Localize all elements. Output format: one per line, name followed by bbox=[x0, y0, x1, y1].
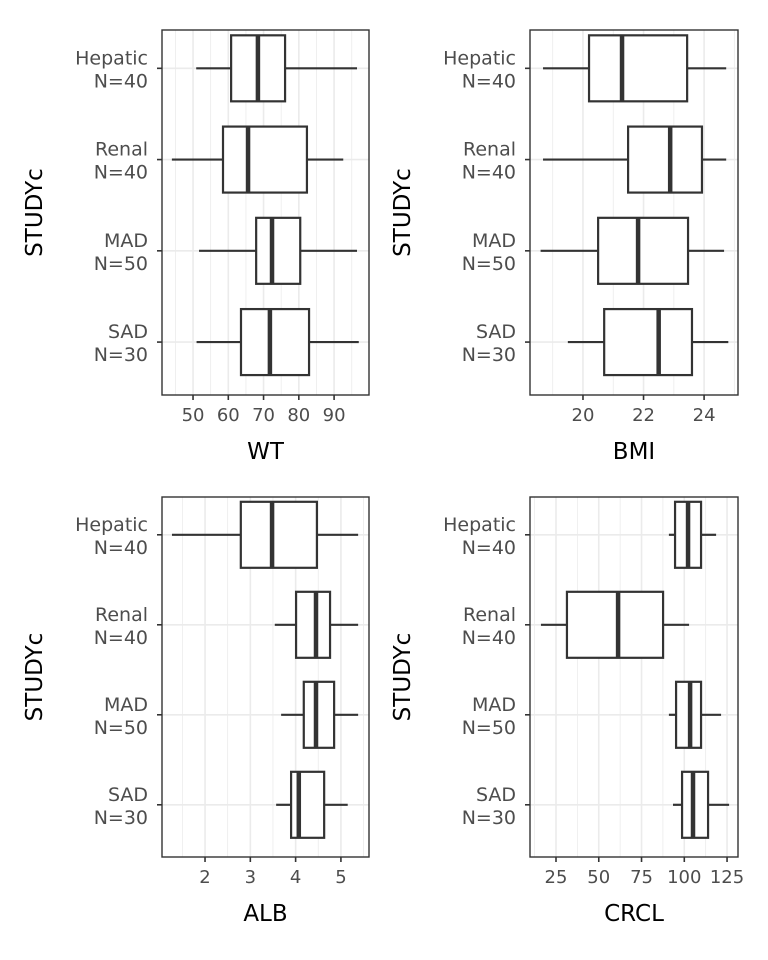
iqr-box bbox=[255, 216, 302, 285]
y-tick-label: Renal bbox=[95, 139, 148, 161]
box-renal bbox=[543, 125, 727, 194]
y-axis-title: STUDYc bbox=[390, 168, 416, 257]
y-tick-label: Renal bbox=[95, 604, 148, 626]
y-tick-label-n: N=40 bbox=[94, 627, 148, 649]
y-tick-label: Hepatic bbox=[443, 47, 516, 69]
y-tick-label-n: N=40 bbox=[462, 627, 516, 649]
iqr-box bbox=[221, 125, 309, 194]
y-tick-label: SAD bbox=[108, 321, 148, 343]
y-tick-label-n: N=30 bbox=[462, 344, 516, 366]
box-sad bbox=[567, 307, 729, 377]
y-axis-title: STUDYc bbox=[22, 168, 48, 257]
y-tick-label-n: N=30 bbox=[94, 344, 148, 366]
y-tick-label: Hepatic bbox=[443, 514, 516, 536]
y-tick-label: SAD bbox=[108, 784, 148, 806]
box-mad bbox=[281, 680, 359, 749]
box-renal bbox=[540, 590, 690, 659]
y-tick-label-n: N=40 bbox=[94, 162, 148, 184]
y-tick-label-n: N=50 bbox=[462, 717, 516, 739]
box-hepatic bbox=[171, 500, 359, 569]
y-tick-label: Hepatic bbox=[75, 514, 148, 536]
y-tick-label-n: N=30 bbox=[94, 807, 148, 829]
y-tick-label-n: N=30 bbox=[462, 807, 516, 829]
iqr-box bbox=[294, 590, 332, 659]
iqr-box bbox=[239, 307, 311, 377]
x-axis-title: BMI bbox=[613, 439, 655, 465]
y-tick-label: MAD bbox=[104, 694, 148, 716]
x-axis-title: ALB bbox=[243, 901, 287, 927]
y-tick-label-n: N=50 bbox=[94, 253, 148, 275]
iqr-box bbox=[587, 34, 689, 103]
box-sad bbox=[196, 307, 359, 377]
x-tick-label: 60 bbox=[217, 405, 240, 426]
y-tick-label: SAD bbox=[476, 321, 516, 343]
y-tick-label-n: N=50 bbox=[94, 717, 148, 739]
iqr-box bbox=[597, 216, 690, 285]
x-tick-label: 70 bbox=[252, 405, 275, 426]
box-sad bbox=[673, 770, 730, 839]
panel-border bbox=[161, 496, 370, 858]
y-tick-label-n: N=50 bbox=[462, 253, 516, 275]
y-tick-label-n: N=40 bbox=[94, 70, 148, 92]
x-tick-label: 50 bbox=[182, 405, 205, 426]
x-tick-label: 3 bbox=[245, 867, 256, 888]
x-tick-label: 90 bbox=[323, 405, 346, 426]
x-tick-label: 25 bbox=[545, 867, 568, 888]
iqr-box bbox=[239, 500, 319, 569]
box-hepatic bbox=[196, 34, 358, 103]
box-mad bbox=[668, 680, 722, 749]
y-axis-title: STUDYc bbox=[390, 633, 416, 722]
x-tick-label: 24 bbox=[693, 405, 716, 426]
x-tick-label: 22 bbox=[632, 405, 655, 426]
x-tick-label: 100 bbox=[667, 867, 701, 888]
x-tick-label: 50 bbox=[587, 867, 610, 888]
x-tick-label: 4 bbox=[290, 867, 301, 888]
iqr-box bbox=[603, 307, 694, 377]
y-tick-label-n: N=40 bbox=[462, 537, 516, 559]
y-tick-label: Hepatic bbox=[75, 47, 148, 69]
x-tick-label: 2 bbox=[199, 867, 210, 888]
x-tick-label: 125 bbox=[710, 867, 744, 888]
y-tick-label-n: N=40 bbox=[462, 162, 516, 184]
x-tick-label: 5 bbox=[335, 867, 346, 888]
x-axis-title: WT bbox=[247, 439, 285, 465]
iqr-box bbox=[302, 680, 336, 749]
panel-border bbox=[529, 496, 739, 858]
x-tick-label: 75 bbox=[630, 867, 653, 888]
y-tick-label: MAD bbox=[472, 694, 516, 716]
x-axis-title: CRCL bbox=[604, 901, 664, 927]
y-tick-label-n: N=40 bbox=[462, 70, 516, 92]
panel-border bbox=[529, 29, 739, 396]
box-hepatic bbox=[668, 500, 717, 569]
iqr-box bbox=[289, 770, 326, 839]
x-tick-label: 80 bbox=[287, 405, 310, 426]
y-tick-label: Renal bbox=[463, 604, 516, 626]
box-mad bbox=[199, 216, 358, 285]
box-renal bbox=[274, 590, 359, 659]
iqr-box bbox=[626, 125, 704, 194]
box-hepatic bbox=[543, 34, 727, 103]
iqr-box bbox=[565, 590, 665, 659]
box-mad bbox=[540, 216, 725, 285]
box-sad bbox=[276, 770, 348, 839]
y-tick-label: Renal bbox=[463, 139, 516, 161]
y-tick-label: SAD bbox=[476, 784, 516, 806]
y-axis-title: STUDYc bbox=[22, 633, 48, 722]
panel-border bbox=[161, 29, 370, 396]
x-tick-label: 20 bbox=[572, 405, 595, 426]
box-renal bbox=[171, 125, 344, 194]
y-tick-label: MAD bbox=[472, 230, 516, 252]
y-tick-label: MAD bbox=[104, 230, 148, 252]
y-tick-label-n: N=40 bbox=[94, 537, 148, 559]
